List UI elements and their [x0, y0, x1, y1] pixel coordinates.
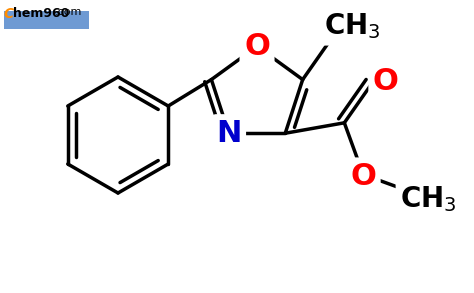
Text: CH$_3$: CH$_3$: [400, 185, 456, 214]
Text: N: N: [216, 119, 242, 148]
Text: .com: .com: [55, 7, 82, 17]
Text: C: C: [4, 7, 14, 21]
FancyBboxPatch shape: [4, 11, 89, 29]
Text: hem960: hem960: [13, 7, 69, 20]
Text: O: O: [350, 162, 376, 191]
Text: O: O: [373, 67, 399, 96]
Text: CH$_3$: CH$_3$: [324, 12, 381, 41]
Text: O: O: [244, 32, 270, 61]
